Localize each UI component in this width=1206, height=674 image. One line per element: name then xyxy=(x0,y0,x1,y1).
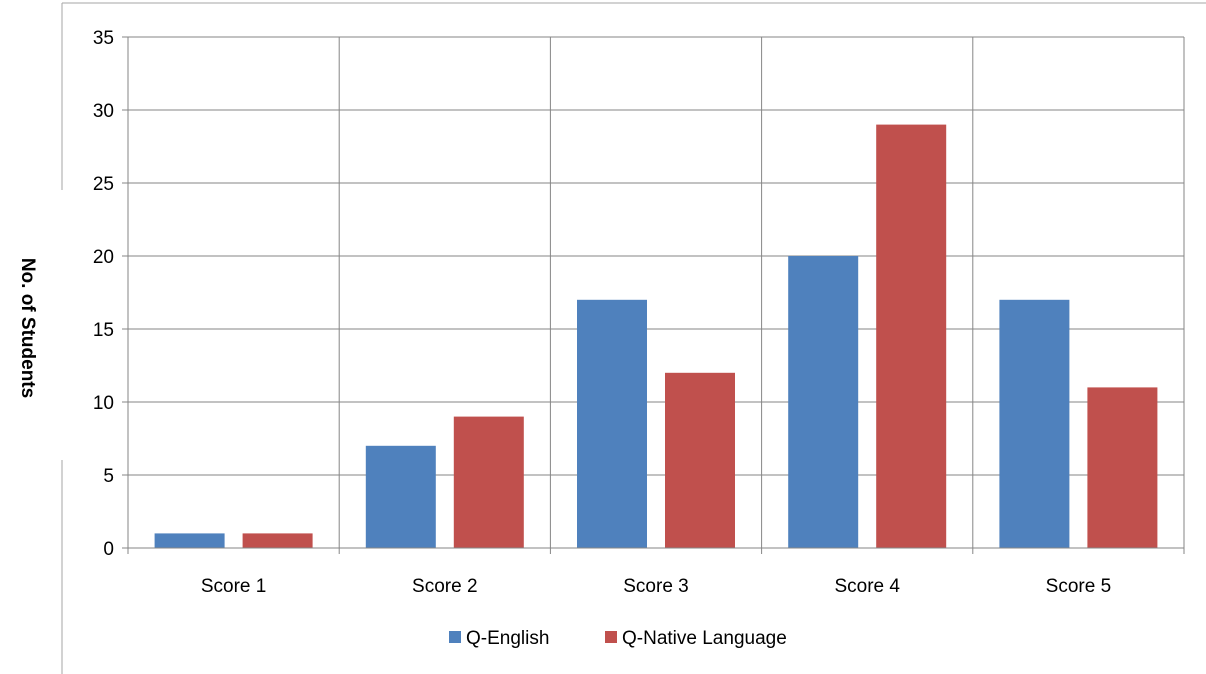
bars xyxy=(154,124,1158,548)
tick-labels: 0 5 10 15 20 25 30 35 Score 1 Score 2 Score 3 Score… xyxy=(93,28,1111,597)
y-tick-label: 5 xyxy=(103,466,114,487)
y-tick-label: 35 xyxy=(93,28,114,49)
y-axis-title: No. of Students xyxy=(17,258,38,398)
bar-q-english-score-5 xyxy=(999,299,1070,548)
legend-label-q-native-language: Q-Native Language xyxy=(622,628,787,649)
bar-q-english-score-1 xyxy=(154,533,225,548)
y-tick-label: 10 xyxy=(93,393,114,414)
x-tick-label: Score 2 xyxy=(412,576,477,597)
y-tick-label: 0 xyxy=(103,539,114,560)
y-tick-label: 15 xyxy=(93,320,114,341)
legend: Q-English Q-Native Language xyxy=(449,628,787,649)
x-tick-label: Score 4 xyxy=(834,576,900,597)
x-tick-label: Score 5 xyxy=(1046,576,1111,597)
legend-swatch-q-native-language xyxy=(605,631,617,643)
bar-q-native-language-score-3 xyxy=(665,372,735,548)
x-tick-label: Score 3 xyxy=(623,576,688,597)
legend-label-q-english: Q-English xyxy=(466,628,549,649)
axes xyxy=(122,36,1185,554)
y-tick-label: 20 xyxy=(93,247,114,268)
bar-q-native-language-score-1 xyxy=(242,533,313,548)
x-tick-label: Score 1 xyxy=(201,576,266,597)
y-tick-label: 25 xyxy=(93,174,114,195)
bar-q-native-language-score-2 xyxy=(453,416,524,548)
bar-q-english-score-2 xyxy=(365,445,436,548)
bar-q-english-score-3 xyxy=(577,299,647,548)
y-tick-label: 30 xyxy=(93,101,114,122)
legend-swatch-q-english xyxy=(449,631,461,643)
gridlines xyxy=(128,36,1185,548)
bar-q-english-score-4 xyxy=(788,256,859,548)
bar-q-native-language-score-5 xyxy=(1087,387,1158,548)
bar-q-native-language-score-4 xyxy=(876,124,947,548)
